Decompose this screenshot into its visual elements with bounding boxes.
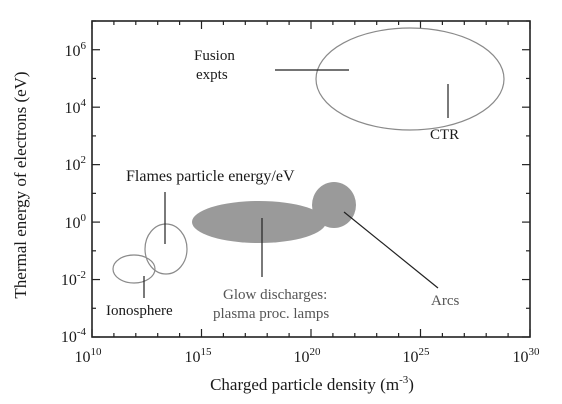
region-label-fusion: Fusion <box>194 48 235 64</box>
x-axis-title: Charged particle density (m-3) <box>210 374 414 394</box>
y-tick-label: 10-4 <box>61 326 87 346</box>
region-label-ionosphere: Ionosphere <box>106 303 173 319</box>
region-glow-discharges <box>192 201 326 243</box>
x-tick-label: 1010 <box>75 346 103 366</box>
axis-ticks <box>91 20 531 338</box>
x-tick-label: 1015 <box>185 346 213 366</box>
x-tick-label: 1030 <box>513 346 541 366</box>
y-tick-label: 102 <box>65 154 87 174</box>
y-tick-label: 106 <box>65 40 87 60</box>
region-flames <box>144 223 188 275</box>
y-tick-label: 104 <box>65 97 87 117</box>
region-label-fusion: expts <box>196 67 228 83</box>
x-tick-labels: 1010 1015 1020 1025 1030 <box>75 346 541 366</box>
region-ionosphere <box>112 254 156 284</box>
region-label-ctr: CTR <box>430 127 459 143</box>
y-tick-label: 100 <box>65 212 87 232</box>
region-fusion-ctr <box>315 27 505 131</box>
region-label-flames: Flames particle energy/eV <box>126 168 295 185</box>
y-tick-labels: 10-4 10-2 100 102 104 106 <box>61 40 87 346</box>
y-axis-title: Thermal energy of electrons (eV) <box>11 71 30 298</box>
region-label-glow: Glow discharges: <box>223 287 327 303</box>
x-tick-label: 1025 <box>403 346 431 366</box>
x-tick-label: 1020 <box>294 346 322 366</box>
leader-line-arcs <box>343 211 439 289</box>
y-tick-label: 10-2 <box>61 269 86 289</box>
region-arcs <box>312 182 356 228</box>
region-label-glow: plasma proc. lamps <box>213 306 329 322</box>
region-label-arcs: Arcs <box>431 293 459 309</box>
